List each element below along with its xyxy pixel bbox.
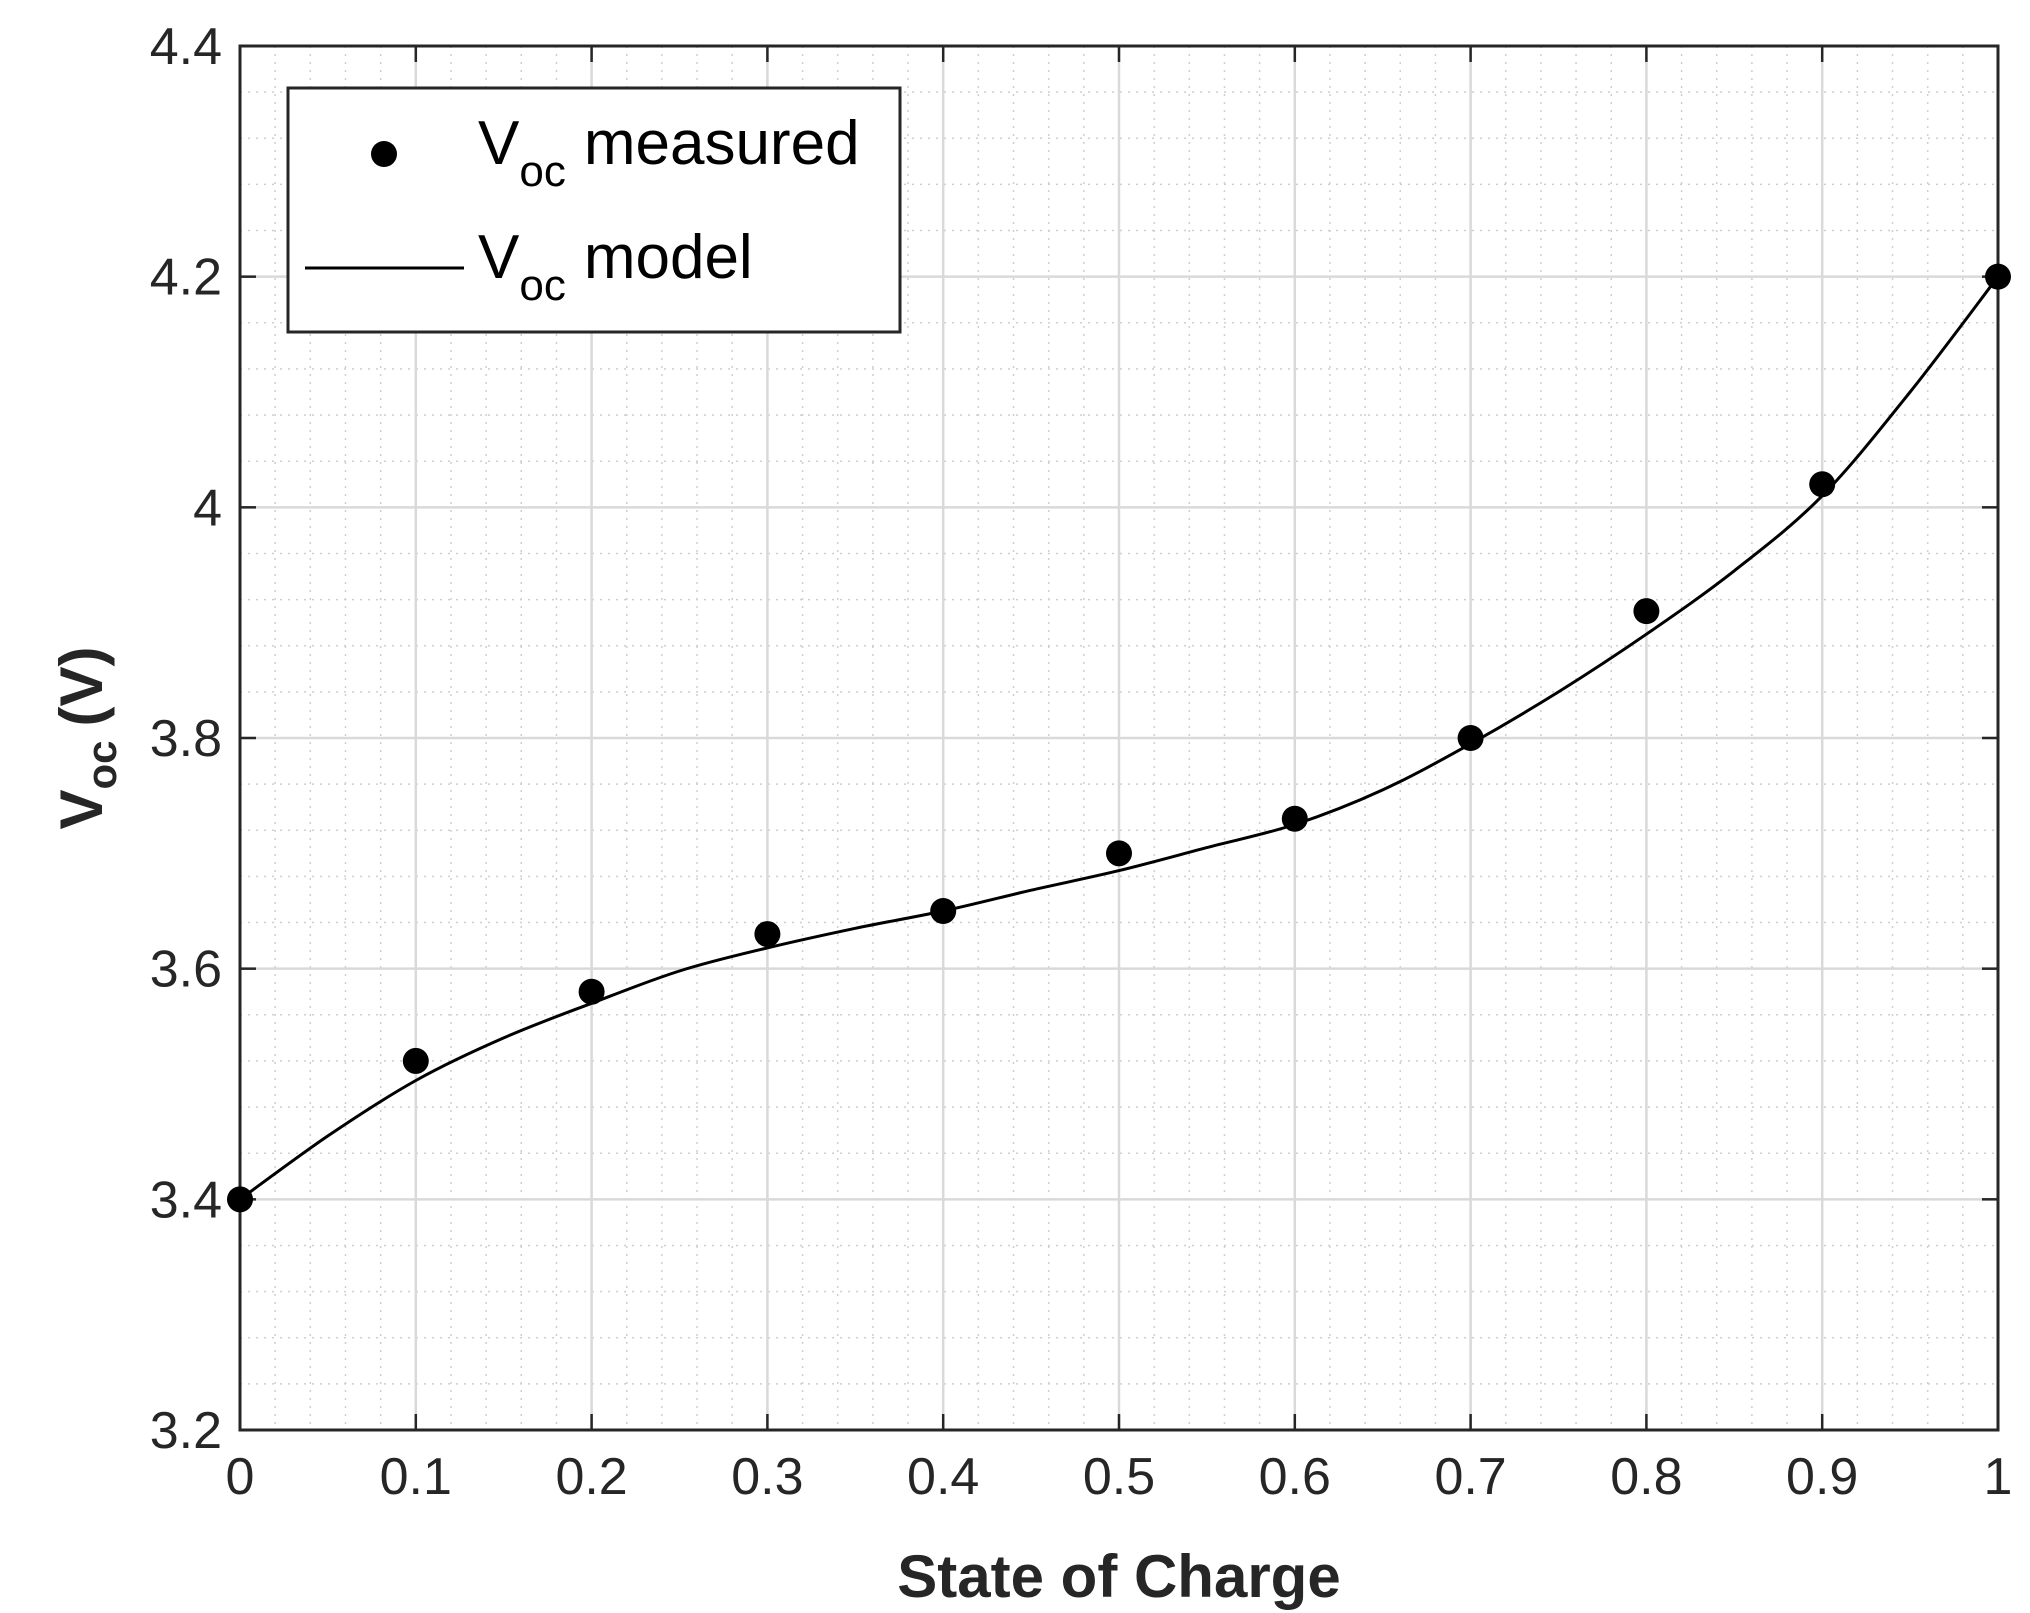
y-axis-label-sub: oc bbox=[78, 740, 125, 789]
x-tick-label: 0 bbox=[226, 1448, 255, 1506]
x-axis-label: State of Charge bbox=[897, 1543, 1340, 1610]
legend-marker-measured bbox=[371, 141, 397, 167]
legend: Voc measured Voc model bbox=[286, 86, 902, 334]
data-point-voc-measured bbox=[1809, 471, 1836, 498]
y-axis-label-main: V bbox=[48, 789, 115, 829]
x-tick-label: 0.9 bbox=[1786, 1448, 1858, 1506]
y-tick-label: 3.2 bbox=[150, 1402, 222, 1460]
y-tick-label: 3.4 bbox=[150, 1171, 222, 1229]
axis-ticks bbox=[238, 44, 2000, 1432]
x-tick-label: 0.3 bbox=[731, 1448, 803, 1506]
legend-model-rest: model bbox=[584, 223, 753, 292]
x-tick-label: 0.6 bbox=[1259, 1448, 1331, 1506]
legend-model-main: V bbox=[478, 223, 520, 292]
data-point-voc-measured bbox=[1985, 263, 2011, 290]
x-tick-label: 0.4 bbox=[907, 1448, 979, 1506]
data-point-voc-measured bbox=[1281, 805, 1308, 832]
data-point-voc-measured bbox=[227, 1186, 253, 1213]
legend-entry-measured: Voc measured bbox=[478, 109, 860, 196]
x-tick-label: 0.1 bbox=[380, 1448, 452, 1506]
legend-measured-sub: oc bbox=[519, 147, 565, 196]
legend-box bbox=[286, 86, 902, 334]
y-tick-label: 4.4 bbox=[150, 18, 222, 76]
legend-measured-rest: measured bbox=[584, 109, 860, 178]
legend-model-sub: oc bbox=[519, 261, 565, 310]
data-point-voc-measured bbox=[1633, 598, 1660, 625]
svg-text:Voc(V): Voc (V) bbox=[48, 646, 125, 829]
x-tick-label: 1 bbox=[1984, 1448, 2013, 1506]
y-tick-label: 4 bbox=[193, 479, 222, 537]
y-axis-label: Voc (V) bbox=[48, 646, 125, 829]
data-point-voc-measured bbox=[754, 921, 781, 948]
data-point-voc-measured bbox=[930, 898, 957, 924]
y-axis-label-unit: (V) bbox=[48, 646, 115, 726]
x-tick-labels: 0 0.1 0.2 0.3 0.4 0.5 0.6 0.7 0.8 0.9 1 bbox=[226, 1448, 2013, 1506]
y-tick-label: 3.8 bbox=[150, 710, 222, 768]
x-tick-label: 0.2 bbox=[555, 1448, 627, 1506]
x-tick-label: 0.5 bbox=[1083, 1448, 1155, 1506]
data-point-voc-measured bbox=[1106, 840, 1132, 867]
data-point-voc-measured bbox=[578, 978, 605, 1005]
series-line-voc-model bbox=[239, 275, 2000, 1201]
data-point-voc-measured bbox=[402, 1047, 429, 1074]
legend-measured-main: V bbox=[478, 109, 520, 178]
legend-entry-model: Voc model bbox=[478, 223, 753, 310]
series-layer bbox=[227, 263, 2011, 1213]
data-point-voc-measured bbox=[1457, 725, 1484, 751]
x-tick-label: 0.7 bbox=[1434, 1448, 1506, 1506]
y-tick-labels: 3.2 3.4 3.6 3.8 4 4.2 4.4 bbox=[150, 18, 222, 1460]
y-tick-label: 3.6 bbox=[150, 941, 222, 999]
x-tick-label: 0.8 bbox=[1610, 1448, 1682, 1506]
y-tick-label: 4.2 bbox=[150, 249, 222, 307]
